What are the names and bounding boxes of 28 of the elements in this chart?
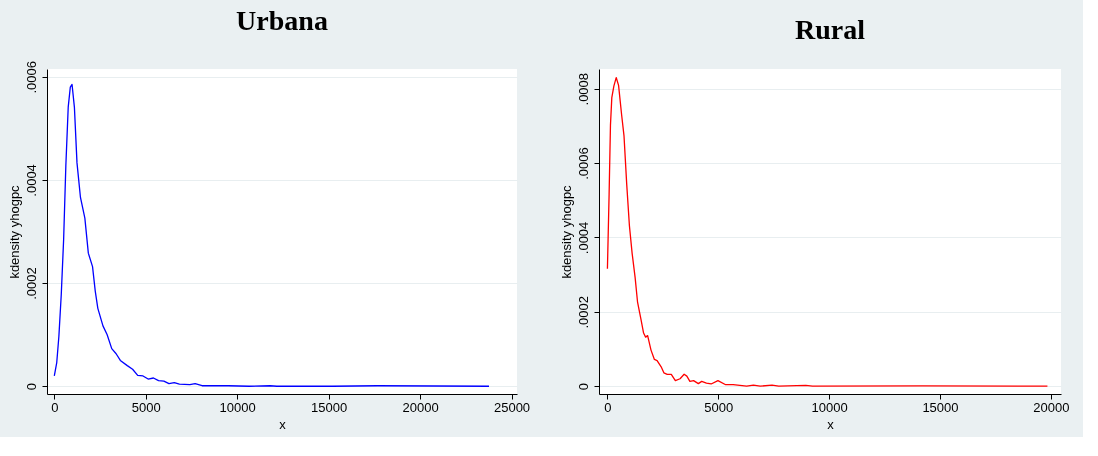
y-tick-label: .0004: [575, 221, 591, 255]
x-tick-label: 15000: [311, 399, 348, 415]
x-tick-label: 5000: [704, 399, 734, 415]
line-series: [606, 76, 1049, 387]
x-tick-label: 5000: [131, 399, 161, 415]
y-tick-label: .0006: [575, 147, 591, 180]
x-tick-label: 10000: [219, 399, 256, 415]
y-axis-title: kdensity yhogpc: [6, 184, 22, 279]
x-tick-label: 20000: [1033, 399, 1070, 415]
y-tick-label: .0008: [575, 72, 591, 106]
y-tick-label: .0006: [23, 60, 39, 94]
y-tick-label: 0: [575, 383, 591, 391]
x-tick-label: 10000: [811, 399, 848, 415]
y-axis-title: kdensity yhogpc: [558, 184, 574, 279]
y-tick-label: .0004: [23, 164, 39, 197]
y-tick-label: .0002: [575, 296, 591, 329]
y-tick-label: .0002: [23, 267, 39, 300]
x-tick-label: 25000: [493, 399, 531, 415]
x-tick-label: 15000: [922, 399, 959, 415]
x-axis-title: x: [279, 416, 287, 432]
x-tick-label: 0: [51, 399, 59, 415]
line-series: [53, 83, 490, 387]
chart-title: Urbana: [236, 5, 328, 37]
x-tick-label: 0: [604, 399, 612, 415]
x-axis-title: x: [827, 416, 835, 432]
y-tick-label: 0: [23, 383, 39, 391]
chart-title: Rural: [795, 14, 866, 45]
x-tick-label: 20000: [402, 399, 439, 415]
